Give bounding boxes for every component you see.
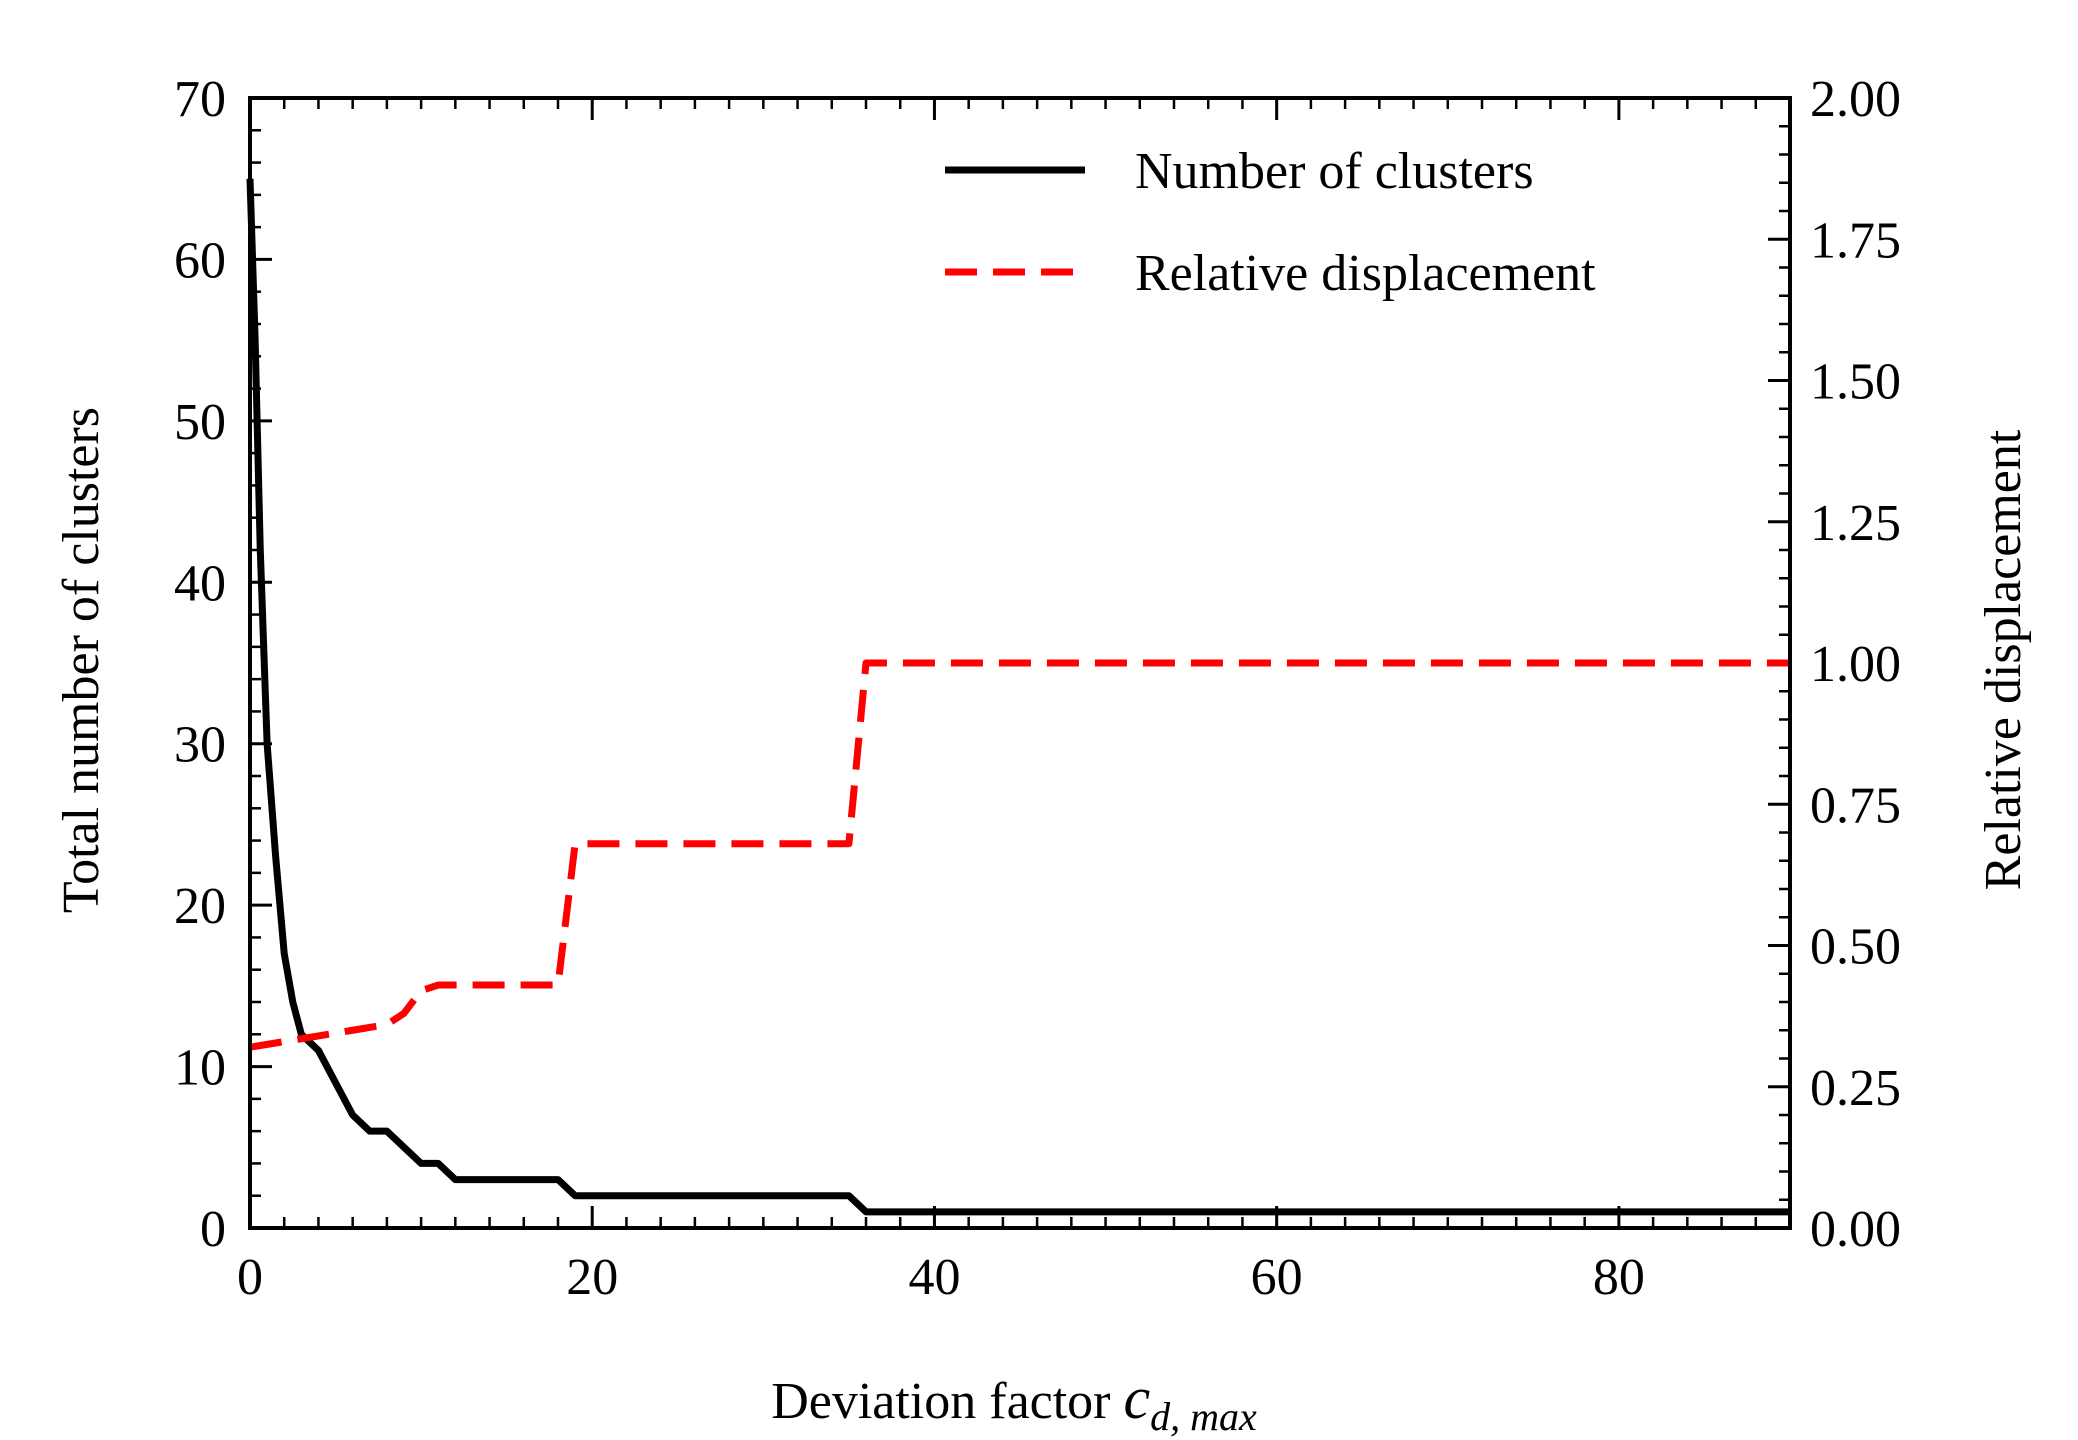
y-left-tick-label: 50 <box>174 394 226 451</box>
y-right-tick-label: 0.75 <box>1810 777 1901 834</box>
y-right-tick-label: 0.00 <box>1810 1201 1901 1258</box>
x-axis-title: Deviation factor cd, max <box>771 1365 1257 1439</box>
y-left-tick-label: 20 <box>174 878 226 935</box>
x-tick-label: 80 <box>1593 1249 1645 1306</box>
series-line-number-of-clusters <box>246 178 1790 1216</box>
y-right-tick-label: 1.00 <box>1810 636 1901 693</box>
plot-frame <box>248 96 1792 1230</box>
x-tick-label: 0 <box>237 1249 263 1306</box>
series-layer <box>246 178 1790 1216</box>
legend-label: Relative displacement <box>1135 245 1596 302</box>
y-left-tick-label: 30 <box>174 717 226 774</box>
x-tick-label: 60 <box>1251 1249 1303 1306</box>
legend-label: Number of clusters <box>1135 143 1534 200</box>
x-tick-label: 20 <box>566 1249 618 1306</box>
y-left-tick-label: 60 <box>174 232 226 289</box>
y-right-tick-label: 0.50 <box>1810 919 1901 976</box>
legend: Number of clusters Relative displacement <box>945 143 1596 302</box>
y-left-tick-label: 10 <box>174 1040 226 1097</box>
tick-labels: 0 20 40 60 80 0 10 20 30 40 50 60 70 0.00 0.25 0.50 0.75… <box>174 71 1901 1306</box>
y-right-tick-label: 0.25 <box>1810 1060 1901 1117</box>
y-axis-left-title: Total number of clusters <box>53 407 110 913</box>
x-axis-title-symbol: c <box>1124 1365 1151 1431</box>
y-right-tick-label: 1.25 <box>1810 495 1901 552</box>
y-left-tick-label: 40 <box>174 555 226 612</box>
y-axis-right-title: Relative displacement <box>1975 429 2032 890</box>
y-right-tick-label: 2.00 <box>1810 71 1901 128</box>
x-tick-label: 40 <box>908 1249 960 1306</box>
x-axis-title-subscript: d, max <box>1150 1394 1257 1439</box>
y-left-tick-label: 70 <box>174 71 226 128</box>
y-right-tick-label: 1.50 <box>1810 354 1901 411</box>
x-axis-title-prefix: Deviation factor <box>771 1373 1123 1430</box>
series-line-relative-displacement <box>249 659 1790 1051</box>
y-left-tick-label: 0 <box>200 1201 226 1258</box>
y-right-tick-label: 1.75 <box>1810 212 1901 269</box>
